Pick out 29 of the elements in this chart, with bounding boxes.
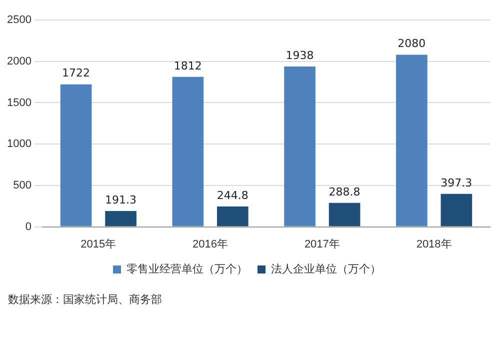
data-label: 1722 bbox=[62, 66, 90, 80]
data-label: 1938 bbox=[286, 48, 314, 62]
data-label: 288.8 bbox=[328, 185, 360, 198]
data-label: 244.8 bbox=[216, 188, 248, 202]
y-tick-label: 1000 bbox=[6, 138, 32, 150]
data-label: 1812 bbox=[174, 59, 202, 72]
data-label: 397.3 bbox=[440, 176, 472, 190]
legend-label: 法人企业单位（万个） bbox=[271, 262, 381, 276]
bar bbox=[328, 202, 360, 226]
y-tick-label: 2000 bbox=[6, 55, 32, 68]
x-tick-label: 2016年 bbox=[192, 238, 228, 250]
bar bbox=[396, 54, 428, 226]
bar bbox=[217, 206, 248, 226]
bar bbox=[105, 210, 136, 226]
y-tick-label: 500 bbox=[13, 179, 32, 192]
bar bbox=[440, 194, 472, 226]
legend-label: 零售业经营单位（万个） bbox=[126, 262, 248, 276]
x-tick-label: 2017年 bbox=[304, 238, 340, 250]
bar bbox=[284, 66, 316, 226]
source-note: 数据来源：国家统计局、商务部 bbox=[8, 292, 162, 307]
bar bbox=[60, 84, 92, 226]
y-tick-label: 2500 bbox=[6, 14, 32, 26]
y-tick-label: 1500 bbox=[6, 96, 32, 109]
y-tick-label: 0 bbox=[25, 220, 32, 233]
x-tick-label: 2015年 bbox=[80, 238, 116, 250]
x-tick-label: 2018年 bbox=[416, 238, 452, 250]
bar bbox=[172, 76, 204, 226]
data-label: 2080 bbox=[398, 37, 426, 50]
data-label: 191.3 bbox=[105, 193, 137, 206]
